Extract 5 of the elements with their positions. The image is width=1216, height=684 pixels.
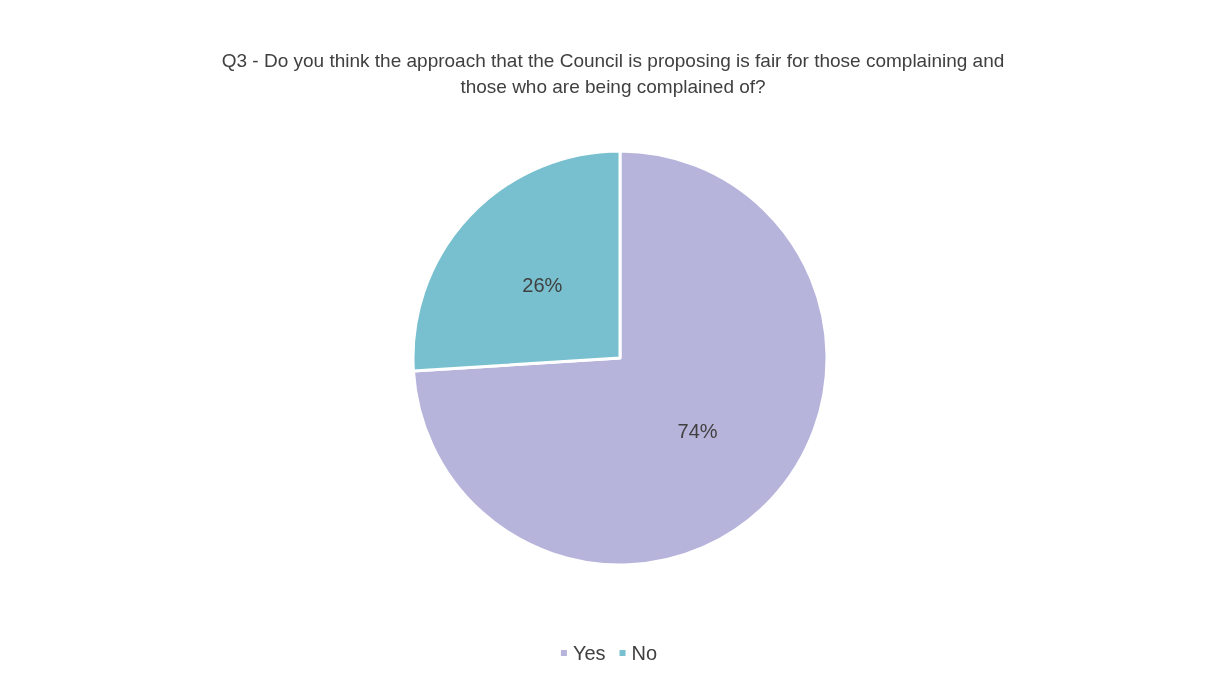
legend-label: Yes bbox=[572, 642, 606, 664]
chart-title: Q3 - Do you think the approach that the Council is proposing is fair for those complaining and those who are being complained of? bbox=[221, 49, 1005, 97]
legend-label: No bbox=[631, 642, 658, 664]
data-label: 26% bbox=[522, 274, 563, 297]
data-label: 74% bbox=[677, 419, 718, 442]
